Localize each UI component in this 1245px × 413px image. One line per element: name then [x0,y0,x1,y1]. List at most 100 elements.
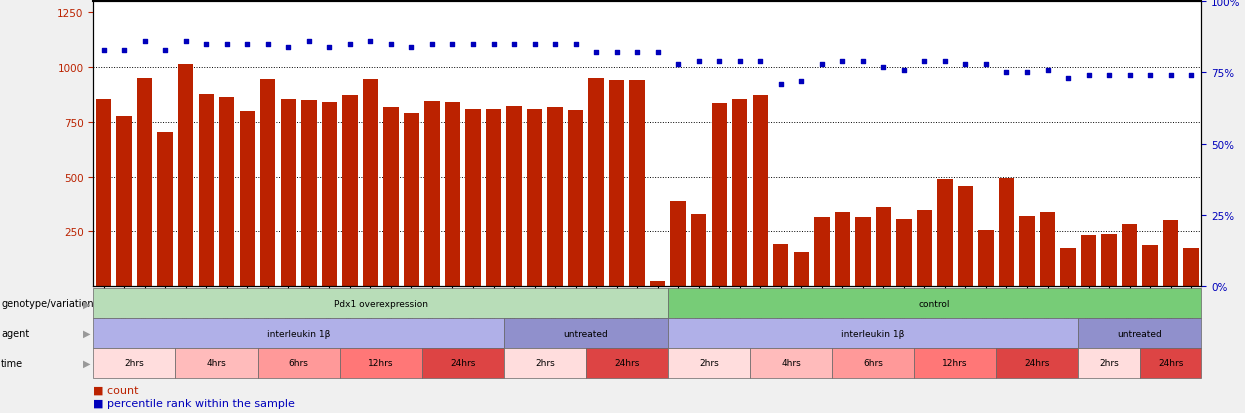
Bar [198,95,214,287]
Text: ▶: ▶ [83,299,91,309]
Point [1160,73,1180,79]
Point [381,41,401,48]
Bar [589,78,604,287]
Bar [896,220,911,287]
Bar [979,231,994,287]
Bar [1163,221,1178,287]
Bar [117,117,132,287]
Point [792,78,812,85]
Bar [916,210,933,287]
Bar [158,132,173,287]
Point [545,41,565,48]
Bar [239,112,255,287]
Text: 12hrs: 12hrs [367,358,393,368]
Text: 6hrs: 6hrs [289,358,309,368]
Bar [814,218,829,287]
Text: Pdx1 overexpression: Pdx1 overexpression [334,299,427,308]
Point [1099,73,1119,79]
Text: ■ percentile rank within the sample: ■ percentile rank within the sample [93,398,295,408]
Point [771,81,791,88]
Text: 2hrs: 2hrs [124,358,144,368]
Point [1182,73,1201,79]
Bar [383,108,398,287]
Bar [732,100,747,287]
Point [1078,73,1098,79]
Bar [507,107,522,287]
Point [710,59,730,65]
Bar [998,178,1015,287]
Point [1119,73,1139,79]
Bar [137,78,152,287]
Text: 4hrs: 4hrs [781,358,801,368]
Point [483,41,503,48]
Point [197,41,217,48]
Bar [855,218,870,287]
Text: ▶: ▶ [83,328,91,338]
Point [914,59,934,65]
Bar [548,108,563,287]
Bar [219,97,234,287]
Point [935,59,955,65]
Point [1140,73,1160,79]
Point [504,41,524,48]
Point [565,41,585,48]
Point [586,50,606,57]
Bar [650,281,665,287]
Text: interleukin 1β: interleukin 1β [842,329,905,338]
Text: 2hrs: 2hrs [700,358,718,368]
Text: ■ count: ■ count [93,385,139,394]
Bar [568,110,583,287]
Bar [1020,216,1035,287]
Bar [486,110,502,287]
Point [217,41,237,48]
Bar [793,253,809,287]
Point [115,47,134,54]
Bar [1040,212,1056,287]
Point [853,59,873,65]
Bar [178,64,193,287]
Bar [752,96,768,287]
Text: agent: agent [1,328,30,338]
Point [627,50,647,57]
Bar [444,103,461,287]
Bar [691,214,706,287]
Point [401,44,421,51]
Bar [466,109,481,287]
Point [730,59,749,65]
Point [156,47,176,54]
Bar [957,187,974,287]
Point [176,38,195,45]
Text: 24hrs: 24hrs [614,358,640,368]
Bar [630,81,645,287]
Bar [875,208,891,287]
Bar [1143,245,1158,287]
Text: untreated: untreated [1118,329,1163,338]
Text: 6hrs: 6hrs [863,358,883,368]
Text: 24hrs: 24hrs [1025,358,1050,368]
Bar [96,100,111,287]
Text: 4hrs: 4hrs [207,358,227,368]
Point [463,41,483,48]
Point [360,38,380,45]
Bar [609,81,624,287]
Bar [1184,248,1199,287]
Point [669,62,688,68]
Point [422,41,442,48]
Text: control: control [919,299,950,308]
Text: 12hrs: 12hrs [942,358,967,368]
Text: time: time [1,358,24,368]
Point [812,62,832,68]
Bar [1102,234,1117,287]
Point [320,44,340,51]
Point [894,67,914,74]
Point [606,50,626,57]
Bar [301,100,316,287]
Point [93,47,113,54]
Bar [834,212,850,287]
Bar [773,244,788,287]
Bar [362,80,378,287]
Point [955,62,975,68]
Text: genotype/variation: genotype/variation [1,299,93,309]
Text: 2hrs: 2hrs [1099,358,1119,368]
Point [258,41,278,48]
